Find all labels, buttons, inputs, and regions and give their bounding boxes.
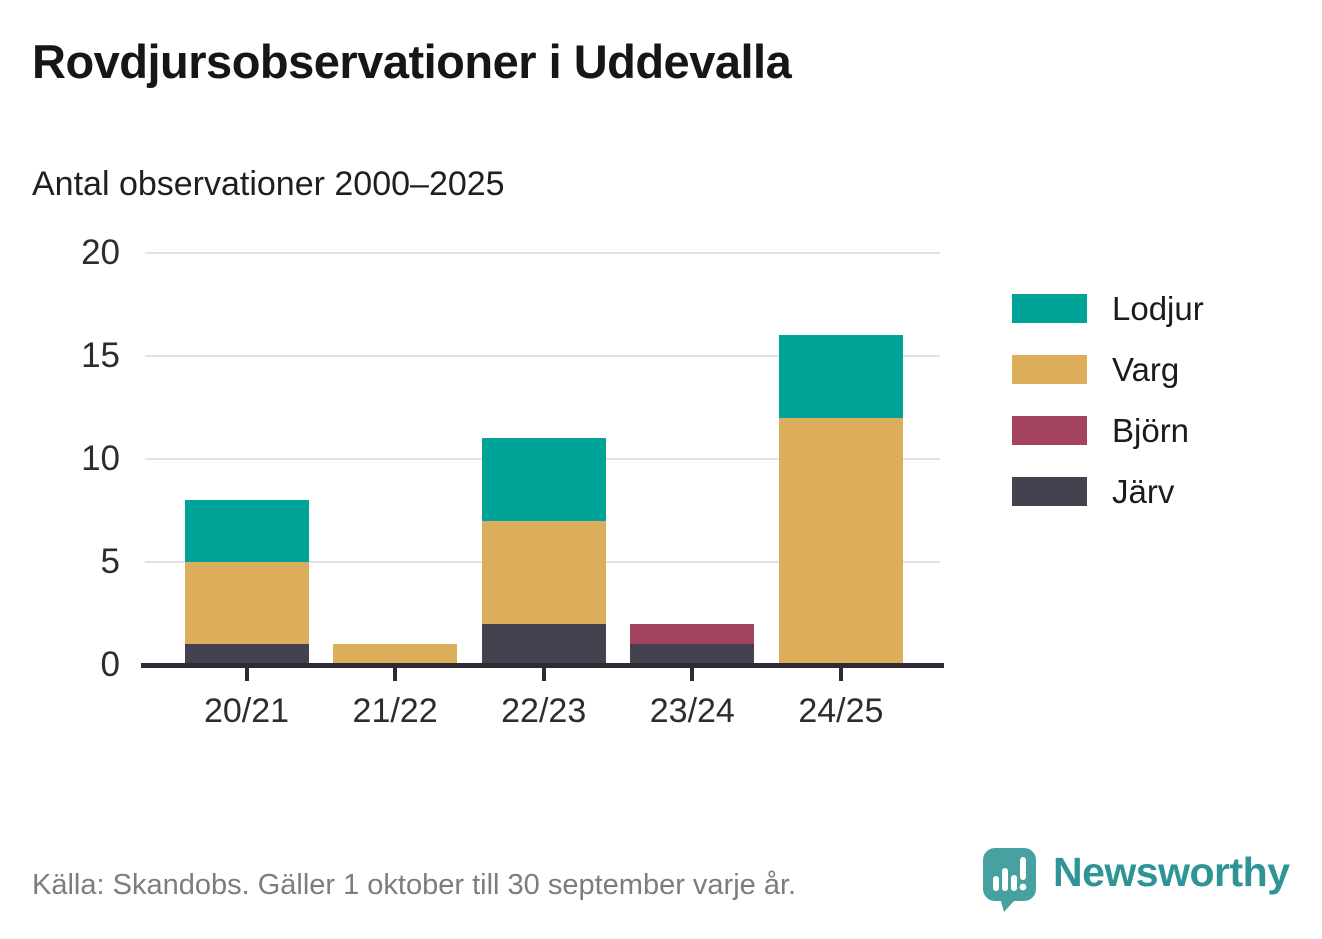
legend-swatch-björn [1012,416,1087,445]
legend-label: Varg [1112,351,1180,388]
bar-23-24-björn [630,623,755,645]
newsworthy-speech-bubble-bar-chart-icon [983,848,1036,917]
x-axis-tick-21-22 [393,668,398,681]
bar-20-21-varg [184,562,309,645]
chart-title: Rovdjursobservationer i Uddevalla [32,35,792,88]
source-note: Källa: Skandobs. Gäller 1 oktober till 3… [32,869,797,901]
bar-22-23-lodjur [481,438,606,521]
legend: Lodjur Varg Björn Järv [1012,292,1204,508]
x-tick-label-23-24: 23/24 [649,692,735,730]
y-tick-label-10: 10 [81,439,120,478]
x-axis-line [141,663,944,668]
bar-22-23-varg [481,520,606,624]
chart-subtitle: Antal observationer 2000–2025 [32,165,505,203]
y-tick-label-5: 5 [100,542,120,581]
legend-label: Lodjur [1112,290,1204,327]
legend-item-varg: Varg [1012,353,1204,386]
brand-logo: Newsworthy [983,848,1290,917]
bar-24-25-varg [778,417,903,665]
bar-22-23-järv [481,623,606,665]
bar-23-24-järv [630,644,755,665]
bar-21-22-varg [333,644,458,665]
x-tick-label-22-23: 22/23 [501,692,587,730]
plot-area [145,252,940,665]
bar-24-25-lodjur [778,335,903,418]
x-axis-tick-22-23 [541,668,546,681]
legend-swatch-varg [1012,355,1087,384]
legend-swatch-lodjur [1012,294,1087,323]
legend-item-järv: Järv [1012,475,1204,508]
legend-item-björn: Björn [1012,414,1204,447]
legend-label: Järv [1112,473,1175,510]
y-tick-label-0: 0 [100,645,120,684]
x-tick-label-21-22: 21/22 [352,692,438,730]
x-axis-tick-24-25 [838,668,843,681]
x-axis-tick-23-24 [690,668,695,681]
x-axis-tick-20-21 [244,668,249,681]
gridline-15 [145,355,940,357]
bar-20-21-järv [184,644,309,665]
x-tick-label-24-25: 24/25 [798,692,884,730]
y-tick-label-15: 15 [81,336,120,375]
legend-swatch-järv [1012,477,1087,506]
x-tick-label-20-21: 20/21 [203,692,290,730]
brand-name: Newsworthy [1053,849,1290,895]
gridline-20 [145,252,940,254]
bar-20-21-lodjur [184,500,309,562]
y-tick-label-20: 20 [81,233,120,272]
legend-item-lodjur: Lodjur [1012,292,1204,325]
legend-label: Björn [1112,412,1190,449]
